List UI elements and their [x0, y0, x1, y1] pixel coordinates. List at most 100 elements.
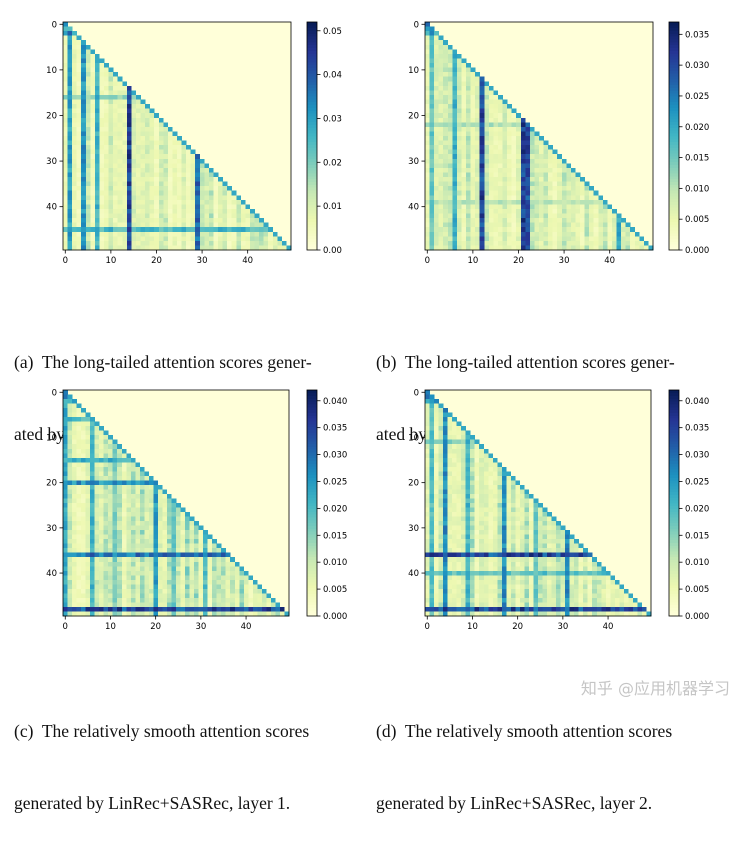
- heatmap-cell-41-15: [493, 209, 498, 214]
- heatmap-cell-41-37: [230, 575, 235, 580]
- heatmap-cell-46-18: [507, 232, 512, 237]
- heatmap-cell-32-21: [158, 535, 163, 540]
- heatmap-cell-36-5: [86, 186, 91, 191]
- heatmap-cell-33-2: [434, 539, 439, 544]
- heatmap-cell-37-9: [104, 191, 109, 196]
- heatmap-cell-21-20: [515, 485, 520, 490]
- heatmap-cell-8-1: [430, 58, 435, 63]
- heatmap-cell-31-19: [512, 163, 517, 168]
- heatmap-cell-7-7: [95, 422, 100, 427]
- heatmap-cell-38-30: [561, 562, 566, 567]
- heatmap-cell-29-5: [86, 154, 91, 159]
- heatmap-cell-27-4: [81, 512, 86, 517]
- heatmap-cell-34-24: [172, 177, 177, 182]
- heatmap-cell-38-15: [493, 562, 498, 567]
- heatmap-cell-19-18: [144, 476, 149, 481]
- heatmap-cell-13-5: [86, 449, 91, 454]
- heatmap-cell-40-11: [113, 571, 118, 576]
- heatmap-cell-29-7: [457, 521, 462, 526]
- heatmap-cell-36-26: [543, 553, 548, 558]
- heatmap-cell-41-27: [185, 575, 190, 580]
- heatmap-cell-32-28: [553, 168, 558, 173]
- heatmap-cell-38-4: [81, 562, 86, 567]
- heatmap-cell-29-7: [95, 521, 100, 526]
- heatmap-cell-42-2: [434, 214, 439, 219]
- colorbar-step-60: [307, 444, 317, 447]
- heatmap-cell-45-32: [208, 593, 213, 598]
- heatmap-cell-7-2: [434, 422, 439, 427]
- heatmap-cell-21-5: [86, 118, 91, 123]
- heatmap-cell-44-8: [461, 223, 466, 228]
- heatmap-cell-14-8: [461, 453, 466, 458]
- heatmap-cell-24-2: [434, 498, 439, 503]
- heatmap-cell-35-22: [524, 548, 529, 553]
- heatmap-cell-18-18: [506, 471, 511, 476]
- heatmap-cell-22-21: [158, 489, 163, 494]
- heatmap-cell-46-6: [90, 598, 95, 603]
- heatmap-cell-29-4: [443, 521, 448, 526]
- heatmap-cell-5-0: [63, 413, 68, 418]
- heatmap-cell-49-9: [466, 245, 471, 250]
- heatmap-cell-33-26: [181, 539, 186, 544]
- heatmap-cell-25-19: [512, 136, 517, 141]
- heatmap-cell-44-1: [68, 223, 73, 228]
- heatmap-cell-18-15: [493, 104, 498, 109]
- heatmap-cell-34-0: [425, 544, 430, 549]
- heatmap-cell-17-9: [466, 100, 471, 105]
- heatmap-cell-27-18: [144, 512, 149, 517]
- heatmap-cell-36-33: [213, 186, 218, 191]
- heatmap-cell-45-7: [457, 227, 462, 232]
- heatmap-cell-6-5: [448, 49, 453, 54]
- heatmap-cell-48-46: [635, 241, 640, 246]
- heatmap-cell-25-11: [475, 136, 480, 141]
- heatmap-cell-37-3: [439, 191, 444, 196]
- heatmap-cell-22-18: [507, 122, 512, 127]
- heatmap-cell-24-0: [63, 131, 68, 136]
- heatmap-cell-37-15: [493, 191, 498, 196]
- heatmap-cell-20-9: [466, 480, 471, 485]
- heatmap-cell-44-20: [153, 589, 158, 594]
- heatmap-cell-49-42: [255, 245, 260, 250]
- heatmap-cell-47-42: [617, 236, 622, 241]
- heatmap-cell-34-16: [135, 544, 140, 549]
- heatmap-cell-37-20: [515, 557, 520, 562]
- heatmap-cell-24-15: [131, 131, 136, 136]
- heatmap-cell-6-0: [63, 49, 68, 54]
- heatmap-cell-33-14: [489, 172, 494, 177]
- heatmap-cell-35-1: [430, 548, 435, 553]
- heatmap-cell-14-9: [466, 86, 471, 91]
- heatmap-cell-35-19: [149, 548, 154, 553]
- heatmap-cell-47-35: [585, 236, 590, 241]
- heatmap-cell-31-30: [199, 530, 204, 535]
- heatmap-cell-29-25: [176, 521, 181, 526]
- heatmap-cell-19-12: [118, 109, 123, 114]
- heatmap-cell-16-14: [489, 95, 494, 100]
- heatmap-cell-7-2: [72, 54, 77, 59]
- heatmap-cell-47-31: [566, 236, 571, 241]
- colorbar-step-38: [669, 139, 679, 142]
- heatmap-cell-27-11: [475, 145, 480, 150]
- heatmap-cell-32-23: [530, 168, 535, 173]
- heatmap-cell-32-8: [99, 535, 104, 540]
- heatmap-cell-8-0: [63, 58, 68, 63]
- heatmap-cell-44-33: [213, 223, 218, 228]
- heatmap-cell-43-39: [603, 218, 608, 223]
- heatmap-cell-27-27: [186, 145, 191, 150]
- heatmap-cell-48-32: [209, 241, 214, 246]
- heatmap-cell-29-19: [512, 154, 517, 159]
- heatmap-cell-42-29: [194, 580, 199, 585]
- heatmap-cell-47-22: [163, 236, 168, 241]
- heatmap-cell-39-29: [557, 200, 562, 205]
- heatmap-cell-20-18: [145, 113, 150, 118]
- heatmap-cell-20-0: [63, 480, 68, 485]
- heatmap-cell-12-7: [95, 444, 100, 449]
- heatmap-cell-35-7: [95, 182, 100, 187]
- colorbar-step-50: [307, 472, 317, 475]
- heatmap-cell-48-2: [72, 607, 77, 612]
- heatmap-cell-16-6: [452, 462, 457, 467]
- heatmap-cell-48-41: [250, 241, 255, 246]
- heatmap-cell-34-15: [493, 544, 498, 549]
- heatmap-cell-28-19: [149, 517, 154, 522]
- heatmap-cell-8-2: [72, 58, 77, 63]
- heatmap-cell-49-43: [259, 245, 264, 250]
